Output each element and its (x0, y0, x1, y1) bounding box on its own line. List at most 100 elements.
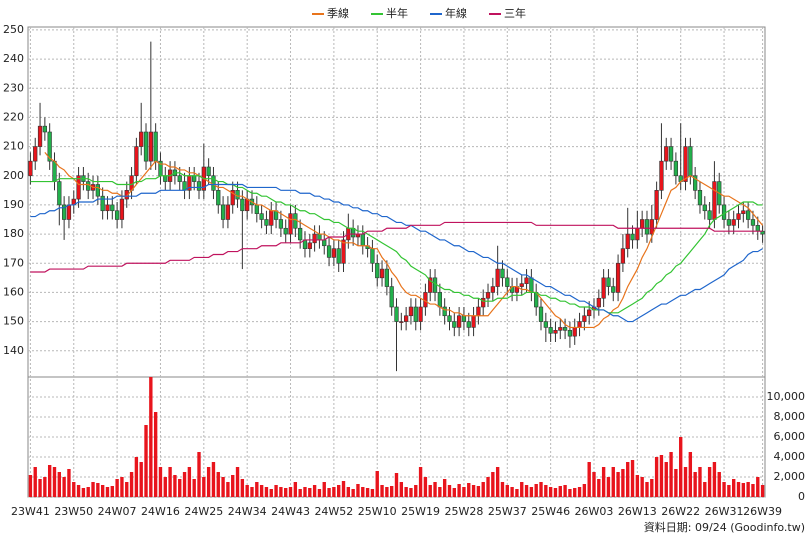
volume-bar (418, 467, 423, 497)
volume-bar (645, 482, 649, 497)
ma-line (30, 172, 763, 314)
candle-body (577, 321, 582, 328)
x-tick-label: 24W34 (228, 505, 267, 518)
candle-body (100, 195, 105, 212)
candle-body (177, 175, 182, 182)
volume-bar (144, 425, 148, 497)
candle-body (370, 248, 375, 264)
volume-bar (664, 462, 668, 497)
volume-bar (255, 482, 259, 497)
volume-bar (688, 452, 693, 497)
candle-body (105, 204, 110, 212)
candle-body (206, 166, 211, 177)
y-tick-label: 230 (3, 81, 24, 94)
candle-body (481, 297, 486, 308)
candle-body (630, 233, 635, 241)
candle-body (683, 146, 688, 182)
candle-body (399, 321, 404, 323)
candle-body (601, 277, 606, 299)
x-tick-label: 26W13 (618, 505, 657, 518)
candle-body (220, 204, 226, 220)
candle-body (635, 227, 640, 241)
candle-body (582, 315, 587, 322)
volume-bar (611, 467, 615, 497)
volume-bar (597, 479, 601, 497)
volume-bar (33, 467, 37, 497)
candle-body (760, 230, 765, 235)
volume-bar (659, 455, 664, 497)
volume-bar (548, 487, 553, 497)
candle-body (76, 175, 81, 200)
volume-bar (635, 475, 640, 497)
candle-body (741, 210, 746, 214)
candle-body (379, 268, 385, 279)
y-tick-label: 220 (3, 110, 24, 123)
candle-body (659, 160, 664, 191)
candle-body (312, 233, 317, 244)
volume-bar (341, 481, 346, 497)
candle-body (196, 181, 202, 191)
volume-bar (481, 482, 485, 497)
candle-body (240, 198, 245, 212)
y2-tick-label: 6,000 (774, 430, 806, 443)
volume-bar (115, 479, 119, 497)
candle-body (225, 204, 231, 220)
ma-line (44, 152, 764, 329)
volume-bar (491, 472, 495, 497)
volume-bar (120, 477, 124, 497)
volume-bar (317, 489, 322, 497)
candle-body (596, 297, 601, 308)
candle-body (375, 262, 380, 279)
candle-body (726, 219, 732, 226)
candle-body (230, 190, 235, 206)
candle-body (702, 204, 707, 212)
volume-bar (751, 484, 755, 497)
candle-body (428, 277, 433, 293)
volume-bar (356, 484, 360, 497)
candle-body (746, 210, 751, 220)
y2-tick-label: 10,000 (767, 390, 806, 403)
candle-body (95, 184, 100, 197)
volume-bar (226, 482, 230, 497)
candle-body (558, 327, 563, 331)
candle-body (57, 181, 62, 206)
volume-bar (601, 467, 606, 497)
volume-bar (293, 482, 298, 497)
volume-bar (279, 487, 283, 497)
volume-bar (76, 485, 81, 497)
candle-body (688, 146, 693, 177)
volume-bar (365, 488, 370, 497)
candle-body (341, 239, 346, 264)
candle-body (529, 277, 534, 293)
volume-bar (746, 482, 750, 497)
volume-bar (332, 487, 336, 497)
candle-body (360, 233, 365, 247)
candle-body (307, 242, 312, 249)
candle-body (139, 131, 144, 147)
plot-frame (27, 26, 766, 498)
y-tick-label: 160 (3, 285, 24, 298)
candle-body (322, 239, 327, 247)
candle-body (288, 213, 293, 235)
candle-body (625, 233, 630, 249)
volume-bar (510, 487, 514, 497)
volume-bar (616, 472, 620, 497)
volume-bar (679, 437, 683, 497)
volume-bar (558, 486, 562, 497)
candle-body (134, 146, 139, 177)
candle-body (442, 306, 447, 317)
volume-bar (264, 487, 269, 497)
candle-body (413, 306, 418, 322)
x-tick-label: 26W22 (661, 505, 700, 518)
volume-bar (158, 467, 163, 497)
candle-body (673, 160, 679, 177)
volume-bar (153, 412, 158, 497)
candle-body (461, 315, 467, 322)
volume-bar (495, 467, 500, 497)
x-tick-label: 25W19 (401, 505, 440, 518)
volume-bar (250, 487, 254, 497)
volume-bar (630, 460, 635, 497)
y-tick-label: 200 (3, 169, 24, 182)
x-tick-label: 23W50 (54, 505, 93, 518)
volume-bar (149, 377, 153, 497)
